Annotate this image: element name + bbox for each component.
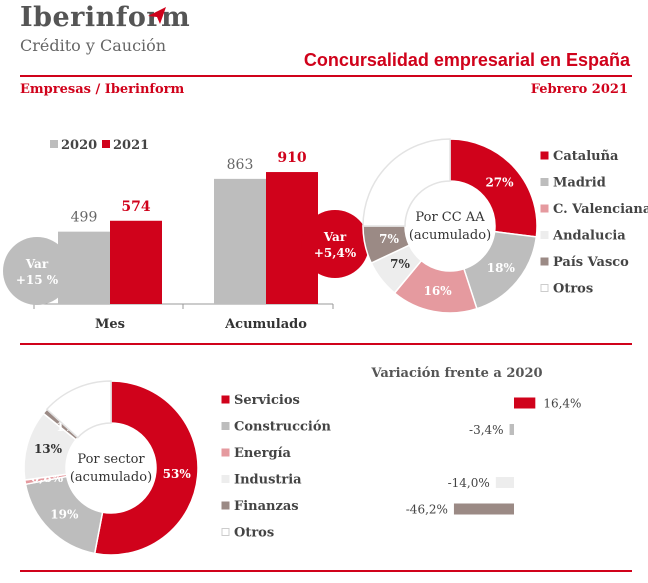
legend-label: 2021 <box>113 138 149 153</box>
date-label: Febrero 2021 <box>530 82 628 97</box>
legend-label: C. Valenciana <box>553 202 648 217</box>
legend-swatch <box>540 204 549 213</box>
bar-value-label: 910 <box>277 150 306 166</box>
legend-label: Madrid <box>553 176 606 191</box>
bar-value-label: 499 <box>71 210 98 226</box>
var-badge <box>3 237 71 305</box>
pie-slice-label: 16% <box>424 284 453 298</box>
pie-slice-catalu-a <box>449 138 538 238</box>
legend-label: 2020 <box>61 138 97 153</box>
legend-label: Energía <box>234 446 292 461</box>
legend-swatch <box>540 178 549 186</box>
legend-swatch <box>50 140 58 148</box>
pie-slice-label: 27% <box>485 175 514 189</box>
variation-label: 16,4% <box>543 397 581 411</box>
legend-label: Andalucia <box>552 229 626 244</box>
legend-label: Finanzas <box>234 499 299 514</box>
var-badge-text: Var <box>323 230 347 244</box>
legend-swatch <box>540 151 549 160</box>
bar-2020-1 <box>214 178 266 304</box>
pie-slice-servicios <box>93 380 199 556</box>
legend-swatch <box>221 475 230 483</box>
page-title: Concursalidad empresarial en España <box>303 50 630 70</box>
bottom-divider <box>20 570 632 572</box>
legend-label: Otros <box>553 282 593 297</box>
legend-swatch <box>221 448 230 457</box>
chart-title: Variación frente a 2020 <box>370 366 542 381</box>
legend-label: Industria <box>234 473 302 488</box>
legend-label: Construcción <box>234 420 332 435</box>
legend-swatch <box>540 284 549 292</box>
pie-slice-label: 13% <box>34 442 63 456</box>
variation-bar <box>453 503 514 515</box>
bar-value-label: 574 <box>121 199 150 215</box>
var-badge-text: +5,4% <box>314 246 357 260</box>
section-label: Empresas / Iberinform <box>20 82 185 97</box>
variation-bar <box>495 477 514 488</box>
pie-slice-label: 7% <box>379 232 399 246</box>
x-tick-label: Acumulado <box>224 317 307 332</box>
legend-label: Cataluña <box>553 149 619 164</box>
plane-logo-icon <box>148 7 166 24</box>
legend-swatch <box>540 257 549 266</box>
legend-swatch <box>221 395 230 404</box>
pie-slice-label: 53% <box>163 467 192 481</box>
legend-swatch <box>102 140 110 148</box>
var-badge-text: Var <box>25 257 49 271</box>
pie-slice-otros <box>45 380 112 439</box>
pie-slice-label: 19% <box>50 508 79 522</box>
brand-subtitle: Crédito y Caución <box>20 36 167 55</box>
middle-divider <box>20 343 632 345</box>
legend-label: País Vasco <box>553 255 629 270</box>
pie-center-label: Por sector <box>77 452 145 467</box>
variation-bar <box>514 397 536 409</box>
variation-label: -3,4% <box>469 423 504 437</box>
legend-swatch <box>221 501 230 510</box>
legend-swatch <box>221 422 230 430</box>
variation-bar <box>509 424 514 435</box>
pie-center-label: (acumulado) <box>409 228 491 243</box>
legend-swatch <box>221 528 230 536</box>
legend-swatch <box>540 231 549 239</box>
var-badge <box>301 210 369 278</box>
pie-slice-label: 7% <box>390 257 410 271</box>
variation-label: -14,0% <box>448 476 490 490</box>
pie-center-label: Por CC AA <box>415 210 485 225</box>
pie-center-label: (acumulado) <box>70 470 152 485</box>
variation-label: -46,2% <box>406 503 448 517</box>
header-divider <box>20 75 632 77</box>
var-badge-text: +15 % <box>16 273 59 287</box>
legend-label: Otros <box>234 526 274 541</box>
x-tick-label: Mes <box>95 317 125 332</box>
pie-slice-otros <box>362 138 451 227</box>
bar-value-label: 863 <box>227 157 254 173</box>
pie-slice-label: 18% <box>487 261 516 275</box>
legend-label: Servicios <box>234 393 300 408</box>
bar-2021-0 <box>110 220 162 304</box>
